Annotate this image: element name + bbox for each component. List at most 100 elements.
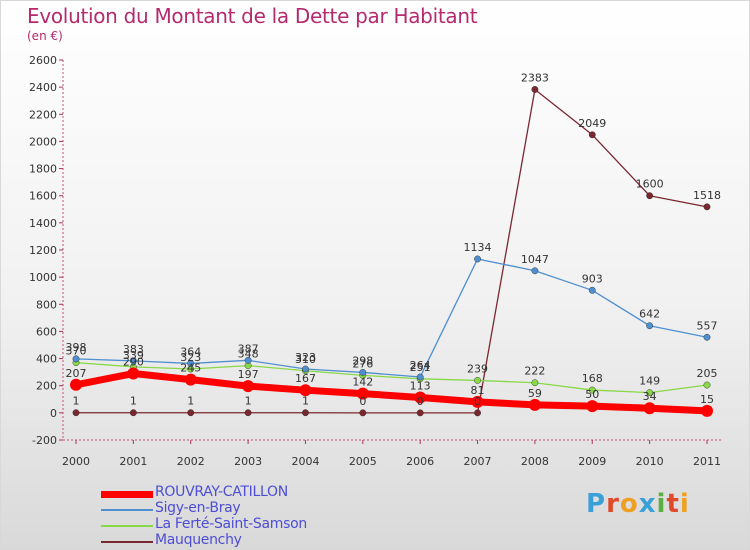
legend-swatch bbox=[101, 490, 153, 498]
data-label: 264 bbox=[410, 359, 431, 372]
data-point bbox=[531, 267, 539, 275]
data-label: 1 bbox=[187, 395, 194, 408]
logo-letter: x bbox=[638, 489, 657, 519]
proxiti-logo: Proxiti bbox=[586, 489, 690, 519]
data-label: 383 bbox=[123, 343, 144, 356]
data-point bbox=[72, 409, 80, 417]
data-label: 1047 bbox=[521, 253, 549, 266]
data-label: 251 bbox=[410, 361, 431, 374]
data-label: 2383 bbox=[521, 71, 549, 84]
legend-label: Sigy-en-Bray bbox=[155, 500, 241, 516]
legend-label: Mauquenchy bbox=[155, 532, 242, 548]
data-point bbox=[474, 377, 481, 384]
data-label: 142 bbox=[352, 376, 373, 389]
data-label: 168 bbox=[582, 372, 603, 385]
y-tick-label: 1800 bbox=[29, 163, 57, 176]
data-label: 245 bbox=[180, 362, 201, 375]
data-point bbox=[129, 357, 137, 365]
data-point bbox=[299, 384, 312, 397]
data-label: 387 bbox=[238, 342, 259, 355]
series-line-0 bbox=[72, 370, 711, 415]
y-tick-label: 200 bbox=[36, 380, 57, 393]
y-tick-label: 800 bbox=[36, 298, 57, 311]
line-chart: -200020040060080010001200140016001800200… bbox=[29, 54, 721, 468]
data-point bbox=[474, 409, 481, 417]
y-tick-label: 600 bbox=[36, 325, 57, 338]
x-tick-label: 2005 bbox=[349, 455, 377, 468]
data-point bbox=[416, 373, 424, 381]
y-tick-label: 2600 bbox=[29, 54, 57, 67]
data-point bbox=[244, 409, 252, 417]
data-label: 15 bbox=[700, 393, 714, 406]
data-point bbox=[359, 409, 367, 417]
data-point bbox=[416, 409, 424, 417]
data-point bbox=[588, 286, 596, 294]
series-line-3 bbox=[75, 88, 708, 414]
data-point bbox=[356, 387, 369, 400]
y-tick-label: -200 bbox=[32, 434, 57, 447]
data-point bbox=[184, 373, 197, 386]
data-label: 339 bbox=[123, 349, 144, 362]
series-line-1 bbox=[75, 258, 708, 378]
data-point bbox=[129, 409, 137, 417]
data-label: 1 bbox=[73, 395, 80, 408]
series-line-2 bbox=[75, 361, 708, 394]
data-label: 1 bbox=[245, 395, 252, 408]
data-point bbox=[703, 333, 711, 341]
data-label: 323 bbox=[295, 351, 316, 364]
data-point bbox=[646, 192, 654, 200]
logo-letter: P bbox=[586, 489, 607, 519]
logo-letter: r bbox=[606, 489, 620, 519]
y-tick-label: 400 bbox=[36, 353, 57, 366]
data-label: 0 bbox=[474, 395, 481, 408]
y-tick-label: 1600 bbox=[29, 190, 57, 203]
legend-swatch bbox=[101, 509, 153, 511]
x-tick-label: 2007 bbox=[464, 455, 492, 468]
data-label: 298 bbox=[352, 354, 373, 367]
data-label: 239 bbox=[467, 362, 488, 375]
data-label: 1518 bbox=[693, 189, 721, 202]
data-label: 642 bbox=[639, 308, 660, 321]
data-label: 59 bbox=[528, 387, 542, 400]
data-label: 222 bbox=[524, 365, 545, 378]
data-point bbox=[72, 355, 80, 363]
data-point bbox=[302, 409, 309, 417]
data-label: 323 bbox=[180, 351, 201, 364]
data-point bbox=[471, 395, 484, 408]
y-tick-label: 2200 bbox=[29, 108, 57, 121]
logo-letter: t bbox=[666, 489, 680, 519]
data-label: 310 bbox=[295, 353, 316, 366]
data-point bbox=[588, 131, 596, 139]
y-tick-label: 1000 bbox=[29, 271, 57, 284]
data-point bbox=[643, 402, 656, 415]
data-label: 2049 bbox=[578, 117, 606, 130]
data-point bbox=[588, 386, 596, 394]
logo-letter: i bbox=[656, 489, 667, 519]
legend-label: ROUVRAY-CATILLON bbox=[155, 484, 288, 500]
data-label: 276 bbox=[352, 357, 373, 370]
x-tick-label: 2004 bbox=[291, 455, 319, 468]
x-tick-label: 2006 bbox=[406, 455, 434, 468]
chart-subtitle: (en €) bbox=[27, 29, 63, 43]
x-tick-label: 2008 bbox=[521, 455, 549, 468]
data-label: 348 bbox=[238, 348, 259, 361]
y-tick-label: 2400 bbox=[29, 81, 57, 94]
data-label: 1600 bbox=[636, 178, 664, 191]
data-label: 81 bbox=[471, 384, 485, 397]
data-label: 50 bbox=[585, 388, 599, 401]
legend-swatch bbox=[101, 541, 153, 543]
data-label: 113 bbox=[410, 380, 431, 393]
x-tick-label: 2010 bbox=[636, 455, 664, 468]
data-label: 34 bbox=[643, 390, 657, 403]
legend-label: La Ferté-Saint-Samson bbox=[155, 516, 307, 532]
data-point bbox=[646, 389, 654, 397]
data-label: 205 bbox=[697, 367, 718, 380]
data-point bbox=[528, 398, 541, 411]
data-point bbox=[70, 378, 82, 391]
data-label: 197 bbox=[238, 368, 259, 381]
data-point bbox=[531, 379, 539, 387]
data-point bbox=[242, 380, 255, 393]
data-label: 370 bbox=[66, 345, 87, 358]
y-tick-label: 1200 bbox=[29, 244, 57, 257]
